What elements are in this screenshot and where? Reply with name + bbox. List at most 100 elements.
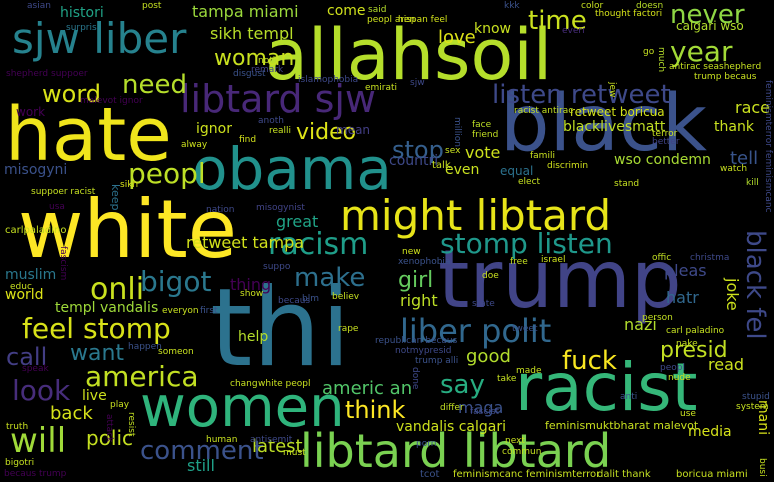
word-stand: stand bbox=[614, 179, 640, 189]
word-keep: keep bbox=[109, 184, 122, 211]
word-histori: histori bbox=[60, 5, 104, 21]
word-antisemit: antisemit bbox=[250, 435, 293, 445]
word-republican-becaus: republican becaus bbox=[375, 336, 458, 346]
word-polic: polic bbox=[86, 426, 134, 450]
word-feminismcanc-feminismterror: feminismcanc feminismterror bbox=[453, 469, 601, 480]
word-kill: kill bbox=[746, 178, 759, 188]
word-suppo: suppo bbox=[263, 262, 291, 272]
word-believ: believ bbox=[332, 292, 360, 302]
word-know: know bbox=[474, 21, 511, 37]
word-porn: porn bbox=[416, 439, 437, 449]
word-surpris: surpris bbox=[66, 23, 97, 33]
word-shepherd-suppoer: shepherd suppoer bbox=[6, 69, 88, 79]
word-look: look bbox=[12, 374, 71, 407]
word-usa: usa bbox=[49, 202, 65, 212]
word-play: play bbox=[110, 400, 130, 410]
word-great: great bbox=[276, 212, 319, 231]
word-stomp-listen: stomp listen bbox=[440, 227, 613, 260]
word-might-libtard: might libtard bbox=[340, 191, 612, 240]
word-time: time bbox=[528, 6, 587, 36]
word-read: read bbox=[708, 355, 745, 374]
word-media: media bbox=[688, 424, 732, 440]
word-year: year bbox=[670, 35, 733, 68]
word-find: find bbox=[239, 135, 257, 145]
word-misogyni: misogyni bbox=[4, 162, 68, 178]
word-hatr: hatr bbox=[666, 288, 699, 307]
word-realli: realli bbox=[269, 126, 292, 136]
word-chang: chang bbox=[230, 379, 258, 389]
word-woman: woman bbox=[214, 46, 295, 71]
word-friend: friend bbox=[472, 130, 499, 140]
word-will: will bbox=[10, 421, 67, 461]
word-feminismterror-feminismcanc: feminismterror feminismcanc bbox=[763, 80, 773, 213]
word-retweet-tampa: retweet tampa bbox=[186, 233, 305, 252]
word-libtard-sjw: libtard sjw bbox=[180, 77, 377, 121]
word-good: good bbox=[466, 346, 511, 367]
word-calgari-wso: calgari wso bbox=[676, 19, 744, 33]
word-vandalis-calgari: vandalis calgari bbox=[396, 419, 507, 435]
word-take: take bbox=[497, 374, 517, 384]
word-racist-antirac: racist antirac bbox=[514, 106, 574, 116]
word-disgust: disgust bbox=[233, 69, 266, 79]
word-differ: differ bbox=[440, 403, 464, 413]
word-christma: christma bbox=[690, 253, 730, 263]
word-face: face bbox=[472, 120, 492, 130]
word-maga: maga bbox=[458, 398, 504, 417]
word-emirati: emirati bbox=[365, 83, 398, 93]
word-show: show bbox=[240, 289, 264, 299]
word-nation: nation bbox=[206, 205, 235, 215]
word-commun: commun bbox=[502, 447, 542, 457]
word-back: back bbox=[50, 403, 93, 424]
word-remark: remark bbox=[251, 65, 284, 75]
word-girl: girl bbox=[398, 268, 434, 293]
word-right: right bbox=[400, 291, 438, 310]
word-noth: noth bbox=[258, 56, 279, 66]
word-trump: trump bbox=[438, 233, 682, 326]
word-fascism: fascism bbox=[58, 246, 68, 281]
word-truth: truth bbox=[6, 422, 29, 432]
word-famili: famili bbox=[530, 151, 555, 161]
word-america: america bbox=[85, 360, 199, 393]
word-discrimin: discrimin bbox=[547, 161, 589, 171]
word-million: million bbox=[452, 117, 462, 147]
word-world: world bbox=[5, 287, 44, 303]
word-anti: anti bbox=[620, 392, 638, 402]
word-thing: thing bbox=[230, 275, 272, 294]
word-new: new bbox=[402, 247, 421, 257]
word-black-fel: black fel bbox=[740, 230, 770, 340]
word-bigotri: bigotri bbox=[5, 458, 35, 468]
word-becaus: becaus bbox=[278, 296, 311, 306]
word-jew: jew bbox=[607, 82, 617, 98]
word-israel: israel bbox=[541, 255, 566, 265]
word-come: come bbox=[327, 3, 366, 19]
word-listen-retweet: listen retweet bbox=[492, 80, 671, 110]
word-tampa-miami: tampa miami bbox=[192, 2, 299, 21]
word-carl-paladino: carl paladino bbox=[666, 326, 725, 336]
word-state: state bbox=[472, 299, 495, 309]
word-ignor: ignor bbox=[196, 121, 232, 137]
word-carlpaladino: carlpaladino bbox=[5, 225, 67, 236]
word-white: white bbox=[18, 183, 237, 276]
word-trump-alli: trump alli bbox=[415, 356, 459, 366]
word-dalit-thank: dalit thank bbox=[597, 469, 651, 480]
word-offic: offic bbox=[652, 253, 672, 263]
word-feel-stomp: feel stomp bbox=[22, 312, 171, 345]
word-white-peopl: white peopl bbox=[258, 379, 311, 389]
word-becaus-trump: becaus trump bbox=[4, 469, 67, 479]
word-peopl: peopl bbox=[128, 157, 206, 190]
word-think: think bbox=[345, 396, 406, 424]
word-need: need bbox=[122, 70, 187, 100]
word-onli: onli bbox=[90, 272, 145, 307]
word-terror: terror bbox=[652, 129, 678, 139]
word-say: say bbox=[440, 370, 485, 400]
word-next: next bbox=[505, 436, 525, 446]
word-nude: nude bbox=[668, 373, 691, 383]
word-everi: everi bbox=[562, 26, 585, 36]
word-tell: tell bbox=[730, 148, 759, 169]
word-live: live bbox=[82, 388, 107, 404]
word-peopl-aren: peopl aren bbox=[367, 15, 416, 25]
word-call: call bbox=[6, 343, 48, 371]
word-peopl-small: peopl bbox=[660, 363, 685, 373]
word-alway: alway bbox=[181, 140, 208, 150]
